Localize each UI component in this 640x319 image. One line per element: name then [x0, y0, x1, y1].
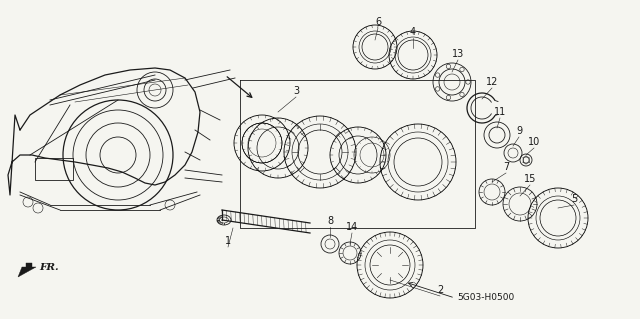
- Text: 14: 14: [346, 222, 358, 232]
- Text: 10: 10: [528, 137, 540, 147]
- Text: 11: 11: [494, 107, 506, 117]
- Text: FR.: FR.: [39, 263, 59, 271]
- Text: 2: 2: [437, 285, 443, 295]
- Bar: [35, 158, 73, 180]
- Text: 3: 3: [293, 86, 299, 96]
- Text: 8: 8: [327, 216, 333, 226]
- Text: 9: 9: [516, 126, 522, 136]
- Text: 5G03-H0500: 5G03-H0500: [457, 293, 515, 302]
- Text: 5: 5: [571, 194, 577, 204]
- Text: 13: 13: [452, 49, 464, 59]
- Polygon shape: [18, 263, 36, 277]
- Text: 15: 15: [524, 174, 536, 184]
- Text: 7: 7: [503, 162, 509, 172]
- Text: 1: 1: [225, 236, 231, 246]
- Text: 4: 4: [410, 27, 416, 37]
- Text: 12: 12: [486, 77, 498, 87]
- Text: 6: 6: [375, 17, 381, 27]
